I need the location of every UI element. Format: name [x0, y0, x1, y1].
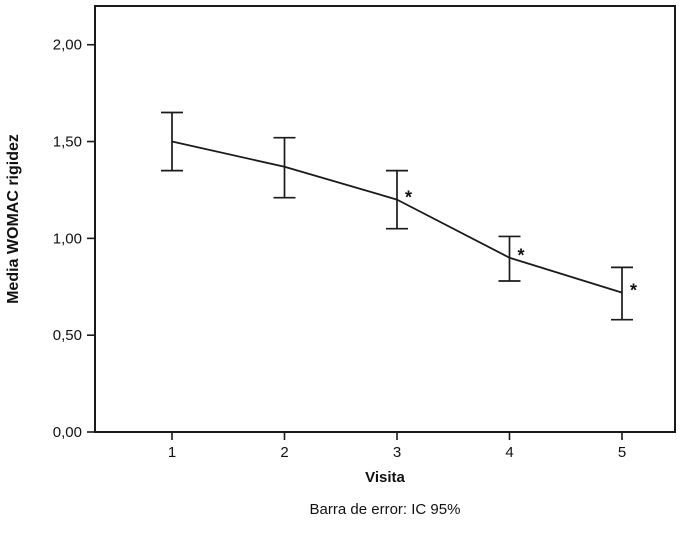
y-axis-tick-label: 1,00	[53, 230, 82, 247]
x-axis-title: Visita	[365, 469, 405, 486]
y-axis-tick-label: 0,00	[53, 424, 82, 441]
y-axis-tick-label: 0,50	[53, 327, 82, 344]
series-line	[171, 140, 623, 294]
x-axis-tick-label: 3	[393, 444, 401, 461]
x-axis-tick-label: 5	[618, 444, 626, 461]
significance-marker-icon: *	[518, 246, 525, 266]
plot-frame	[94, 5, 676, 433]
y-axis-title: Media WOMAC rigidez	[5, 134, 22, 304]
significance-marker-icon: *	[405, 188, 412, 208]
x-axis-tick-label: 1	[168, 444, 176, 461]
x-axis-tick-label: 4	[505, 444, 513, 461]
error-bar-caption: Barra de error: IC 95%	[309, 501, 461, 518]
significance-marker-icon: *	[630, 281, 637, 301]
y-axis-tick-label: 2,00	[53, 37, 82, 54]
y-axis-tick-label: 1,50	[53, 134, 82, 151]
x-axis-tick-label: 2	[280, 444, 288, 461]
